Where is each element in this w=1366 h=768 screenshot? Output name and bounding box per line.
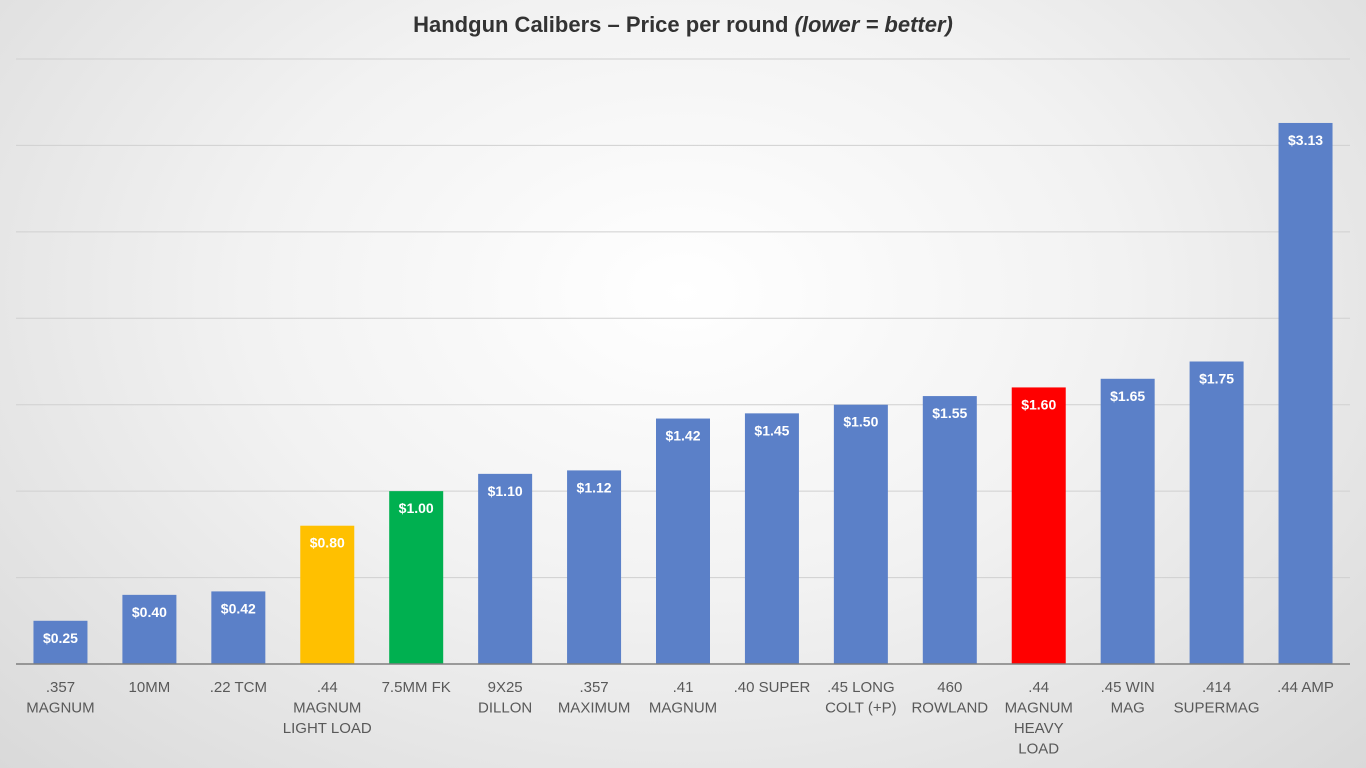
data-label: $1.50 <box>843 414 878 430</box>
bar <box>1278 122 1333 664</box>
chart-title-note: (lower = better) <box>794 12 953 37</box>
category-label: .40 SUPER <box>734 679 811 696</box>
data-label: $1.45 <box>754 422 789 438</box>
category-label: .41 MAGNUM <box>649 679 717 717</box>
data-label: $0.25 <box>43 630 78 646</box>
bar <box>211 591 266 664</box>
bar <box>389 491 444 664</box>
category-label: .414 SUPERMAG <box>1174 679 1260 717</box>
category-labels: .357 MAGNUM 10MM .22 TCM .44 MAGNUM LIGHT LOAD… <box>26 679 1334 758</box>
category-label: .44 AMP <box>1277 679 1334 696</box>
data-label: $1.55 <box>932 405 967 421</box>
bar <box>744 413 799 664</box>
bar <box>1100 378 1155 664</box>
bar <box>922 396 977 664</box>
data-label: $1.65 <box>1110 388 1145 404</box>
bar <box>300 525 355 664</box>
category-label: .357 MAGNUM <box>26 679 94 717</box>
bar <box>1189 361 1244 664</box>
bar <box>1011 387 1066 664</box>
data-label: $1.75 <box>1199 371 1234 387</box>
data-label: $1.42 <box>665 428 700 444</box>
bar <box>567 470 622 664</box>
category-label: 460 ROWLAND <box>911 679 988 717</box>
data-label: $0.42 <box>221 600 256 616</box>
category-label: .44 MAGNUM HEAVY LOAD <box>1005 679 1073 758</box>
bars <box>33 122 1333 664</box>
category-label: .44 MAGNUM LIGHT LOAD <box>283 679 372 737</box>
category-label: 7.5MM FK <box>382 679 451 696</box>
chart-title: Handgun Calibers – Price per round (lowe… <box>0 12 1366 38</box>
chart-title-main: Handgun Calibers – Price per round <box>413 12 795 37</box>
category-label: 10MM <box>129 679 171 696</box>
category-label: .45 WIN MAG <box>1101 679 1155 717</box>
data-labels: $0.25 $0.40 $0.42 $0.80 $1.00 $1.10 $1.12 $1.42… <box>43 132 1323 646</box>
category-label: .45 LONG COLT (+P) <box>825 679 897 717</box>
category-label: 9X25 DILLON <box>478 679 532 717</box>
data-label: $1.60 <box>1021 396 1056 412</box>
category-label: .357 MAXIMUM <box>558 679 631 717</box>
bar <box>833 404 888 664</box>
data-label: $3.13 <box>1288 132 1323 148</box>
data-label: $0.80 <box>310 535 345 551</box>
bar <box>656 418 710 664</box>
data-label: $1.10 <box>488 483 523 499</box>
bar <box>33 620 88 664</box>
data-label: $0.40 <box>132 604 167 620</box>
data-label: $1.12 <box>577 479 612 495</box>
category-label: .22 TCM <box>210 679 267 696</box>
bar <box>478 473 533 664</box>
bar <box>122 594 177 664</box>
data-label: $1.00 <box>399 500 434 516</box>
